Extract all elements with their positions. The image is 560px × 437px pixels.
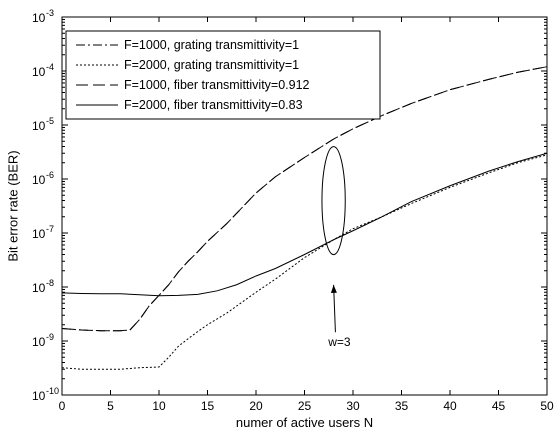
legend-box: [65, 30, 381, 120]
y-tick-label: 10 -3: [32, 8, 54, 25]
legend-entry: F=2000, fiber transmittivity=0.83: [76, 98, 303, 112]
annotation-label: w=3: [327, 335, 351, 349]
series-line-4: [61, 152, 548, 297]
y-tick-label: 10 -10: [32, 386, 59, 403]
x-tick-label: 35: [395, 399, 409, 413]
legend-label: F=1000, grating transmittivity=1: [124, 38, 299, 52]
y-tick-base: 10: [32, 11, 46, 25]
x-tick-label: 10: [152, 399, 166, 413]
legend-label: F=2000, fiber transmittivity=0.83: [124, 98, 303, 112]
y-tick-base: 10: [32, 335, 46, 349]
y-tick-exponent: -6: [46, 170, 54, 180]
y-tick-label: 10 -5: [32, 116, 54, 133]
y-tick-exponent: -7: [46, 224, 54, 234]
y-tick-base: 10: [32, 65, 46, 79]
legend-label: F=2000, grating transmittivity=1: [124, 58, 299, 72]
x-tick-label: 50: [540, 399, 554, 413]
y-tick-label: 10 -8: [32, 278, 54, 295]
x-tick-label: 45: [492, 399, 506, 413]
legend-entry: F=1000, grating transmittivity=1: [76, 38, 299, 52]
y-tick-label: 10 -6: [32, 170, 54, 187]
x-tick-label: 30: [346, 399, 360, 413]
y-tick-exponent: -5: [46, 116, 54, 126]
y-tick-label: 10 -7: [32, 224, 54, 241]
y-tick-base: 10: [32, 389, 46, 403]
x-tick-label: 25: [298, 399, 312, 413]
legend-entry: F=1000, fiber transmittivity=0.912: [76, 78, 310, 92]
y-tick-base: 10: [32, 227, 46, 241]
y-tick-exponent: -9: [46, 332, 54, 342]
x-tick-label: 20: [249, 399, 263, 413]
y-tick-base: 10: [32, 119, 46, 133]
y-tick-label: 10 -4: [32, 62, 54, 79]
legend-label: F=1000, fiber transmittivity=0.912: [124, 78, 310, 92]
y-tick-exponent: -10: [46, 386, 59, 396]
legend: F=1000, grating transmittivity=1 F=2000, …: [65, 30, 381, 120]
y-tick-exponent: -8: [46, 278, 54, 288]
annotation-arrow-head: [330, 284, 337, 293]
y-tick-base: 10: [32, 281, 46, 295]
x-axis-label: numer of active users N: [236, 415, 373, 430]
series-layer: [61, 66, 548, 370]
x-tick-label: 15: [201, 399, 215, 413]
x-tick-label: 40: [443, 399, 457, 413]
x-tick-label: 5: [107, 399, 114, 413]
series-line-3: [61, 66, 548, 332]
y-axis-label: Bit error rate (BER): [5, 150, 20, 261]
annotation-layer: w=3: [321, 146, 351, 349]
y-tick-base: 10: [32, 173, 46, 187]
x-tick-label: 0: [59, 399, 66, 413]
annotation-ellipse: [321, 146, 346, 256]
series-line-2: [61, 154, 548, 370]
y-tick-exponent: -3: [46, 8, 54, 18]
legend-entry: F=2000, grating transmittivity=1: [76, 58, 299, 72]
y-tick-exponent: -4: [46, 62, 54, 72]
y-tick-label: 10 -9: [32, 332, 54, 349]
